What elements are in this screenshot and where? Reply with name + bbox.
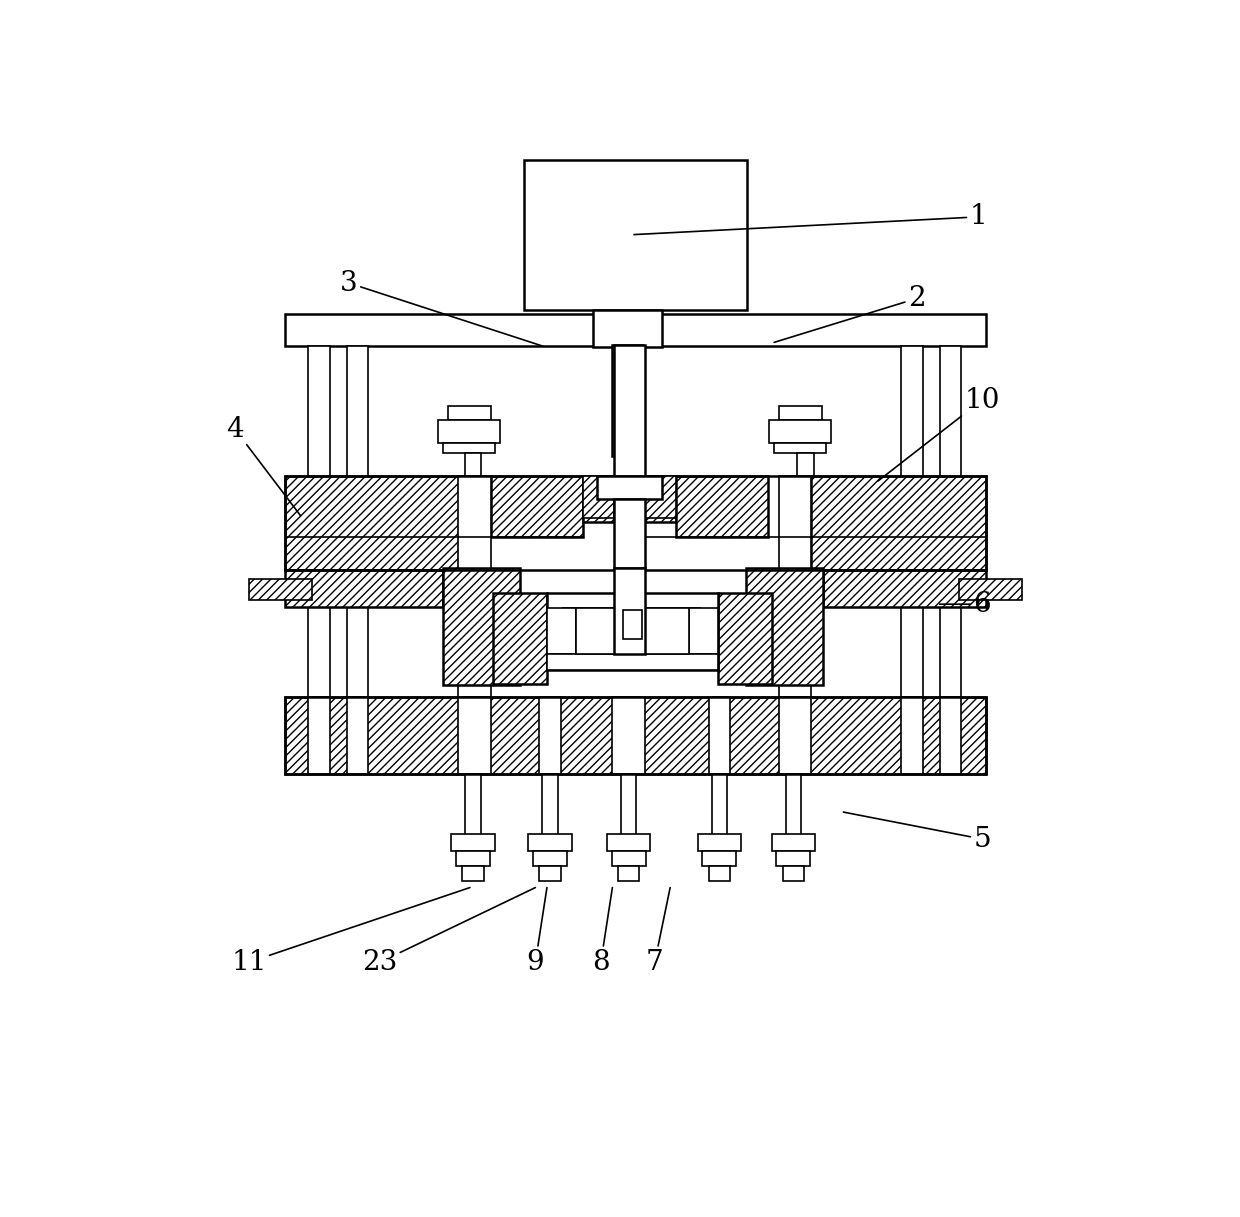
Bar	[459, 476, 491, 570]
Bar	[443, 568, 520, 685]
Bar	[901, 347, 923, 696]
Bar	[539, 867, 560, 881]
Bar	[776, 851, 810, 867]
Bar	[285, 696, 986, 774]
Bar	[708, 696, 730, 774]
Bar	[708, 867, 730, 881]
Bar	[528, 834, 572, 851]
Bar	[491, 476, 583, 537]
Bar	[443, 570, 505, 606]
Bar	[547, 608, 577, 655]
Bar	[249, 579, 312, 600]
Bar	[608, 834, 650, 851]
Bar	[523, 159, 748, 310]
Bar	[774, 570, 986, 606]
Text: 2: 2	[774, 285, 925, 342]
Bar	[547, 593, 718, 669]
Bar	[542, 774, 558, 847]
Bar	[618, 867, 640, 881]
Bar	[688, 608, 718, 655]
Bar	[613, 344, 644, 456]
Bar	[959, 579, 1022, 600]
Bar	[577, 608, 688, 655]
Bar	[770, 420, 831, 443]
Bar	[779, 570, 811, 696]
Bar	[771, 834, 815, 851]
Bar	[347, 696, 368, 774]
Bar	[285, 476, 476, 570]
Bar	[463, 867, 484, 881]
Bar	[745, 568, 822, 685]
Bar	[309, 696, 330, 774]
Bar	[451, 834, 495, 851]
Text: 8: 8	[591, 887, 613, 976]
Bar	[676, 476, 768, 537]
Bar	[285, 314, 986, 347]
Bar	[901, 696, 923, 774]
Bar	[465, 774, 481, 847]
Bar	[774, 443, 826, 453]
Bar	[621, 774, 636, 847]
Bar	[309, 347, 330, 696]
Bar	[645, 476, 676, 518]
Bar	[583, 476, 614, 522]
Bar	[443, 443, 495, 453]
Text: 3: 3	[340, 270, 543, 347]
Text: 1: 1	[634, 203, 987, 235]
Text: 7: 7	[646, 887, 670, 976]
Bar	[285, 476, 986, 570]
Bar	[703, 851, 737, 867]
Bar	[285, 696, 986, 774]
Bar	[614, 568, 645, 655]
Bar	[539, 696, 560, 774]
Bar	[613, 696, 645, 774]
Bar	[645, 476, 676, 522]
Bar	[712, 774, 727, 847]
Bar	[797, 453, 815, 476]
Text: 10: 10	[878, 387, 999, 481]
Bar	[940, 696, 961, 774]
Bar	[761, 570, 823, 606]
Bar	[811, 476, 986, 570]
Text: 4: 4	[226, 416, 300, 516]
Bar	[779, 406, 822, 420]
Bar	[459, 570, 491, 696]
Bar	[611, 851, 646, 867]
Bar	[698, 834, 742, 851]
Bar	[593, 310, 662, 347]
Bar	[718, 593, 771, 684]
Bar	[439, 420, 500, 443]
Bar	[347, 347, 368, 696]
Bar	[494, 593, 547, 684]
Bar	[624, 610, 641, 639]
Text: 5: 5	[843, 812, 991, 853]
Bar	[786, 774, 801, 847]
Bar	[533, 851, 567, 867]
Bar	[596, 476, 662, 499]
Bar	[456, 851, 490, 867]
Bar	[459, 696, 491, 774]
Bar	[583, 476, 614, 518]
Bar	[782, 867, 804, 881]
Bar	[779, 696, 811, 774]
Bar	[465, 453, 481, 476]
Bar	[547, 655, 718, 669]
Bar	[940, 347, 961, 696]
Text: 11: 11	[231, 887, 470, 976]
Text: 9: 9	[527, 887, 547, 976]
Bar	[285, 570, 443, 606]
Text: 6: 6	[940, 590, 991, 618]
Text: 23: 23	[362, 887, 536, 976]
Bar	[614, 344, 645, 503]
Bar	[779, 476, 811, 570]
Bar	[614, 499, 645, 568]
Bar	[448, 406, 491, 420]
